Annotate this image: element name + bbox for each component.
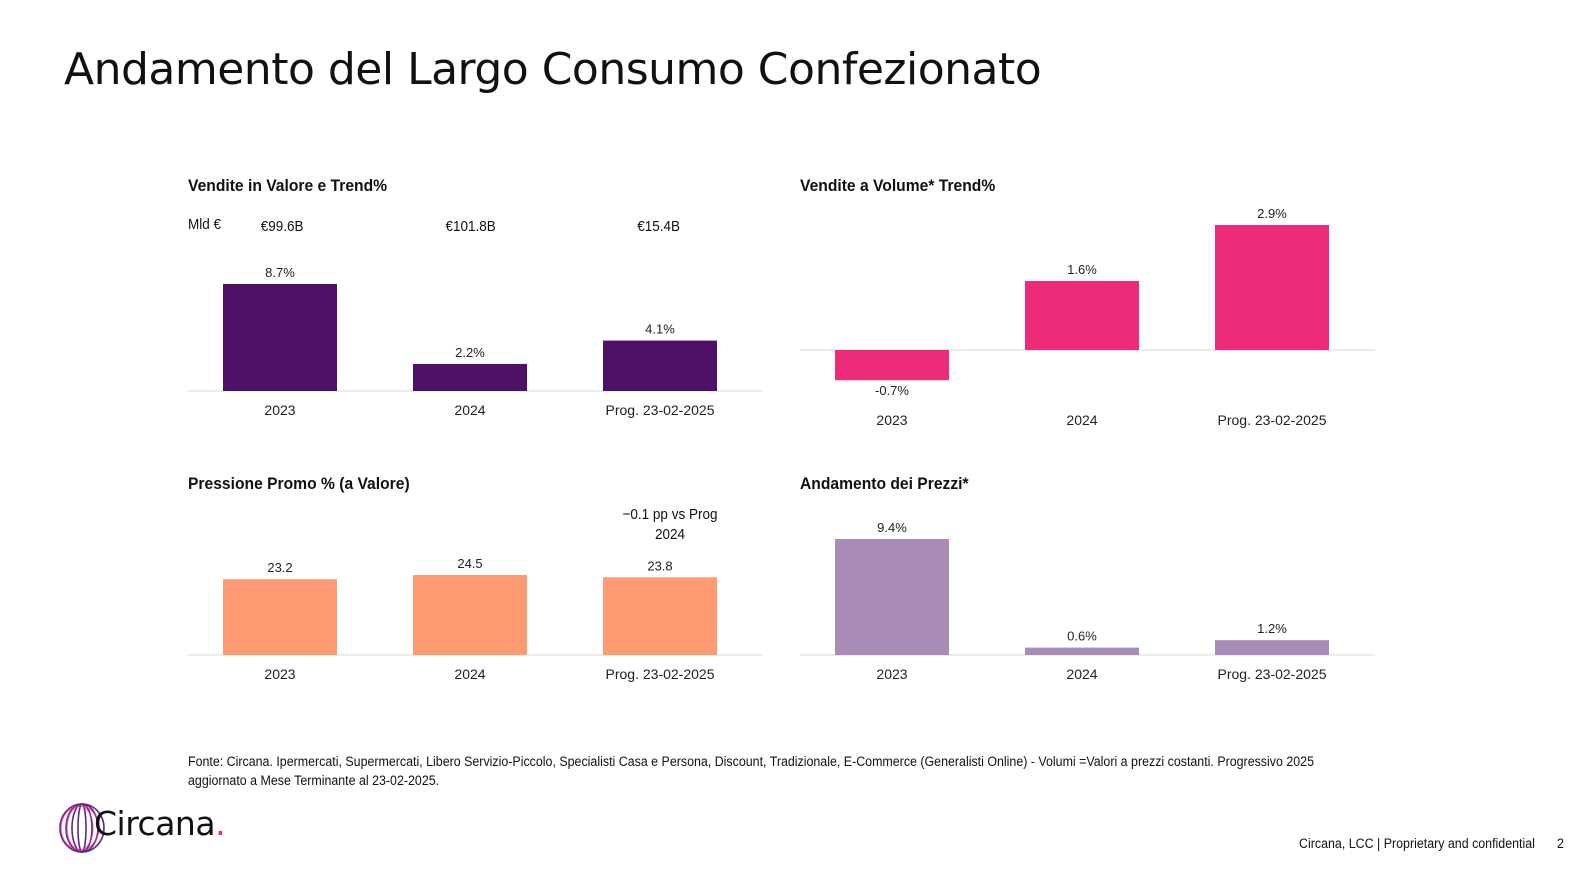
valore-bar-2 xyxy=(603,340,717,391)
valore-bar-1 xyxy=(413,363,527,391)
promo-bar-0 xyxy=(223,579,337,655)
valore-data-label-1: 2.2% xyxy=(455,345,485,360)
promo-bar-2 xyxy=(603,577,717,655)
valore-data-label-2: 4.1% xyxy=(645,322,675,337)
valore-category-label-0: 2023 xyxy=(264,402,295,418)
page-title: Andamento del Largo Consumo Confezionato xyxy=(64,44,1042,95)
valore-data-label-0: 8.7% xyxy=(265,265,295,280)
valore-total-2024: €101.8B xyxy=(445,218,496,235)
promo-bar-1 xyxy=(413,575,527,655)
promo-pressure-chart: 23.2 2023 24.5 2024 23.8 Prog. 23-02-2025 xyxy=(188,556,763,682)
prezzi-category-label-2: Prog. 23-02-2025 xyxy=(1218,666,1327,682)
globe-logo-icon xyxy=(59,803,105,853)
valore-category-label-1: 2024 xyxy=(454,402,485,418)
prezzi-category-label-0: 2023 xyxy=(876,666,907,682)
prezzi-bar-2 xyxy=(1215,640,1329,655)
promo-category-label-1: 2024 xyxy=(454,666,485,682)
volume-category-label-1: 2024 xyxy=(1066,412,1097,428)
volume-trend-chart: -0.7% 2023 1.6% 2024 2.9% Prog. 23-02-2025 xyxy=(800,206,1375,428)
promo-comparison-note: −0.1 pp vs Prog 2024 xyxy=(622,506,718,543)
valore-chart-title: Vendite in Valore e Trend% xyxy=(188,176,388,195)
valore-trend-chart: 8.7% 2023 2.2% 2024 4.1% Prog. 23-02-2025 xyxy=(188,265,763,418)
logo-text: Circana xyxy=(94,804,216,843)
valore-unit-label: Mld € xyxy=(188,216,222,233)
footer-confidential-text: Circana, LCC | Proprietary and confident… xyxy=(1299,836,1536,851)
volume-data-label-0: -0.7% xyxy=(875,383,909,398)
valore-total-2023: €99.6B xyxy=(260,218,304,235)
footer: Circana, LCC | Proprietary and confident… xyxy=(1299,836,1564,851)
promo-data-label-1: 24.5 xyxy=(457,556,482,571)
volume-bar-0 xyxy=(835,350,949,381)
valore-bar-0 xyxy=(223,284,337,391)
price-trend-chart: 9.4% 2023 0.6% 2024 1.2% Prog. 23-02-2025 xyxy=(800,520,1375,682)
volume-bar-2 xyxy=(1215,225,1329,350)
promo-category-label-2: Prog. 23-02-2025 xyxy=(606,666,715,682)
volume-data-label-2: 2.9% xyxy=(1257,206,1287,221)
volume-bar-1 xyxy=(1025,281,1139,350)
valore-total-prog-2025: €15.4B xyxy=(637,218,680,235)
promo-chart-title: Pressione Promo % (a Valore) xyxy=(188,474,410,493)
prezzi-bar-1 xyxy=(1025,647,1139,655)
promo-category-label-0: 2023 xyxy=(264,666,295,682)
page-number: 2 xyxy=(1557,836,1564,851)
volume-data-label-1: 1.6% xyxy=(1067,262,1097,277)
prezzi-data-label-0: 9.4% xyxy=(877,520,907,535)
promo-data-label-0: 23.2 xyxy=(267,560,292,575)
logo-accent-dot: . xyxy=(215,804,226,843)
prezzi-data-label-1: 0.6% xyxy=(1067,629,1097,644)
prezzi-chart-title: Andamento dei Prezzi* xyxy=(800,474,969,493)
promo-data-label-2: 23.8 xyxy=(647,558,672,573)
valore-category-label-2: Prog. 23-02-2025 xyxy=(606,402,715,418)
prezzi-bar-0 xyxy=(835,539,949,655)
circana-logo: Circana. xyxy=(58,800,258,856)
logo-wordmark: Circana. xyxy=(94,804,226,843)
volume-category-label-2: Prog. 23-02-2025 xyxy=(1218,412,1327,428)
prezzi-category-label-1: 2024 xyxy=(1066,666,1097,682)
volume-chart-title: Vendite a Volume* Trend% xyxy=(800,176,996,195)
volume-category-label-0: 2023 xyxy=(876,412,907,428)
prezzi-data-label-2: 1.2% xyxy=(1257,621,1287,636)
source-footnote: Fonte: Circana. Ipermercati, Supermercat… xyxy=(188,754,1314,788)
